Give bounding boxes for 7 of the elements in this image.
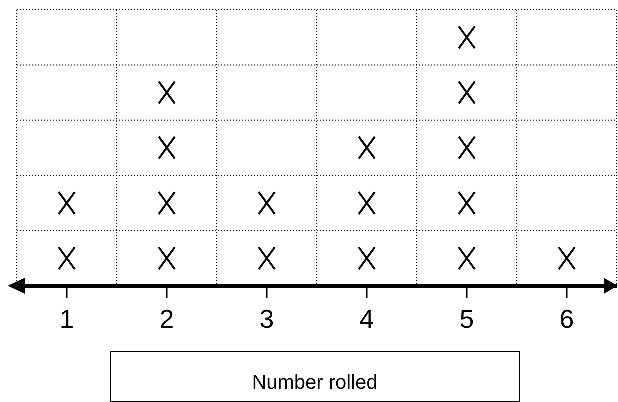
x-tick-label: 5 [460,304,474,334]
x-tick-label: 1 [60,304,74,334]
x-axis-title: Number rolled [110,351,520,402]
x-tick-label: 3 [260,304,274,334]
x-tick-label: 6 [560,304,574,334]
x-tick-label: 4 [360,304,374,334]
x-tick-label: 2 [160,304,174,334]
